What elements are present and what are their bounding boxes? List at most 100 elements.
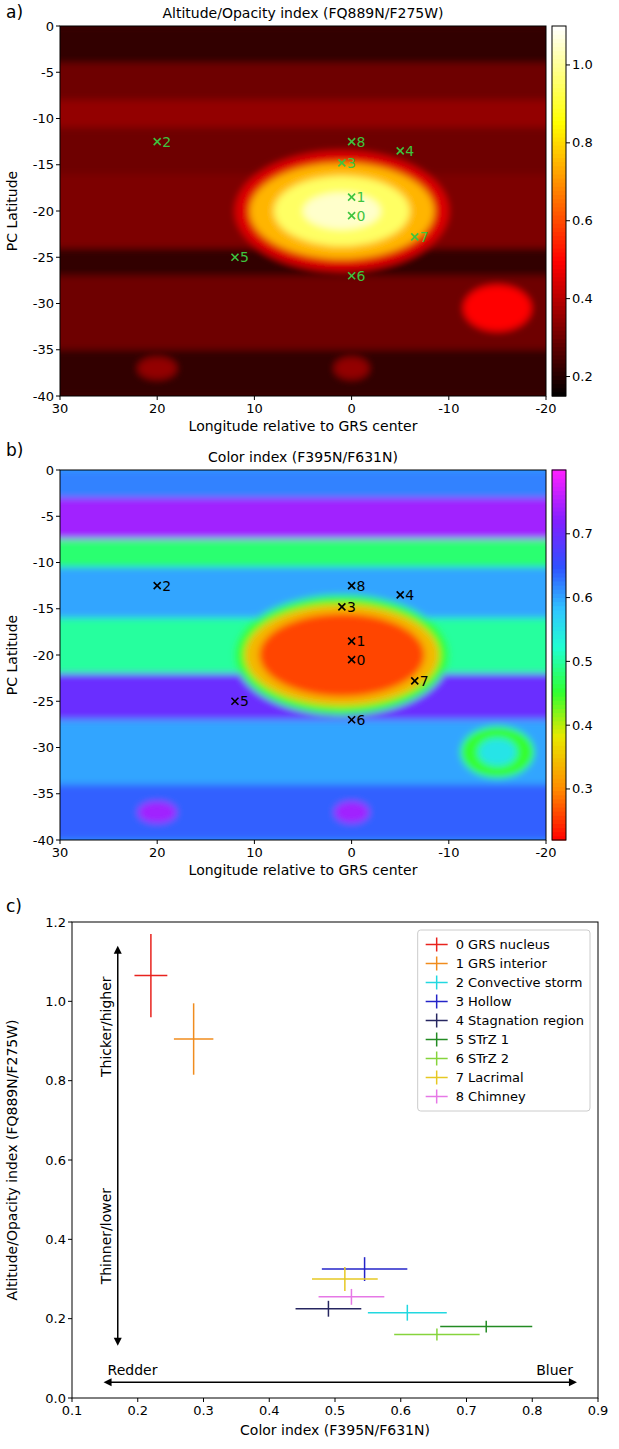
oval [478,738,517,766]
marker-stroke [348,212,355,219]
legend-swatch [436,957,438,971]
marker-stroke [231,254,238,261]
band [60,26,546,63]
y-error-bar [351,1289,353,1305]
marker-stroke [154,582,161,589]
band [60,498,546,540]
marker-stroke [338,159,345,166]
map-panel: a)Altitude/Opacity index (FQ889N/F275W)0… [4,2,593,434]
x-tick-label: 0.7 [456,1403,477,1418]
y-tick-label: -5 [41,65,54,80]
point-label: 1 [357,189,366,205]
marker-stroke [348,716,355,723]
x-tick [157,840,158,844]
y-tick [56,118,60,119]
y-tick [56,72,60,73]
y-tick [56,793,60,794]
y-tick-label: -40 [33,389,54,404]
oval [460,726,534,778]
map-image [60,26,546,396]
point-label: 8 [357,134,366,150]
oval [334,801,369,823]
colorbar-tick [566,725,570,726]
x-tick [60,840,61,844]
x-tick-label: 0.9 [588,1403,609,1418]
oval [250,163,435,259]
x-tick-label: 30 [52,845,69,860]
x-tick [60,396,61,400]
point-marker [348,272,355,279]
colorbar-tick-label: 0.6 [572,590,593,605]
colorbar [552,26,566,397]
y-tick [68,1001,72,1002]
band [60,470,546,498]
annotation: Bluer [536,1362,573,1378]
colorbar-tick [566,533,570,534]
marker-stroke [348,656,355,663]
x-tick [254,840,255,844]
points [154,138,419,279]
marker-stroke [348,138,355,145]
colorbar-frame [552,26,566,396]
point-marker [348,716,355,723]
point-marker [411,233,418,240]
y-tick-label: 1.2 [45,915,66,930]
point-marker [338,159,345,166]
x-tick-label: 0.6 [390,1403,411,1418]
point-marker [411,677,418,684]
panel-label: a) [6,2,23,22]
colorbar-tick [566,597,570,598]
point-marker [338,603,345,610]
y-tick-label: -30 [33,296,54,311]
y-tick-label: -20 [33,648,54,663]
band [60,785,546,841]
y-error-bar [436,1329,438,1341]
y-tick [68,1080,72,1081]
point-label: 2 [162,578,171,594]
legend-label: 8 Chimney [456,1089,526,1104]
x-tick [448,396,449,400]
colorbar-tick-label: 0.4 [572,291,593,306]
band [60,276,546,350]
legend-label: 6 STrZ 2 [456,1051,509,1066]
point-marker [231,254,238,261]
y-tick-label: -15 [33,157,54,172]
y-tick-label: -10 [33,111,54,126]
y-tick [56,470,60,471]
x-tick [203,1398,204,1402]
panel-label: c) [6,896,22,916]
y-error-bar [344,1267,346,1291]
y-tick [56,840,60,841]
y-tick [68,1398,72,1399]
marker-stroke [338,603,345,610]
y-tick-label: 0.4 [45,1232,66,1247]
plot-frame [60,26,546,396]
arrow-head [114,946,122,954]
colorbar-tick-label: 0.2 [572,369,593,384]
point-marker [348,582,355,589]
y-tick-label: -25 [33,694,54,709]
marker-stroke [348,138,355,145]
point-marker [231,698,238,705]
y-tick [56,516,60,517]
oval [259,613,424,696]
y-error-bar [485,1321,487,1333]
x-tick-label: 0 [347,845,355,860]
colorbar-tick-label: 0.7 [572,526,593,541]
y-tick [56,257,60,258]
marker-stroke [338,603,345,610]
x-tick-label: -20 [535,401,556,416]
y-tick-label: -25 [33,250,54,265]
x-axis-title: Longitude relative to GRS center [189,862,418,878]
colorbar-tick-label: 0.6 [572,213,593,228]
marker-stroke [154,138,161,145]
band [60,174,546,248]
plot-frame [72,922,598,1398]
point-label: 5 [240,249,249,265]
x-tick-label: 30 [52,401,69,416]
x-axis-title: Color index (F395N/F631N) [240,1422,430,1438]
y-tick-label: 0.8 [45,1073,66,1088]
colorbar-tick [566,142,570,143]
marker-stroke [411,677,418,684]
oval [138,357,177,379]
